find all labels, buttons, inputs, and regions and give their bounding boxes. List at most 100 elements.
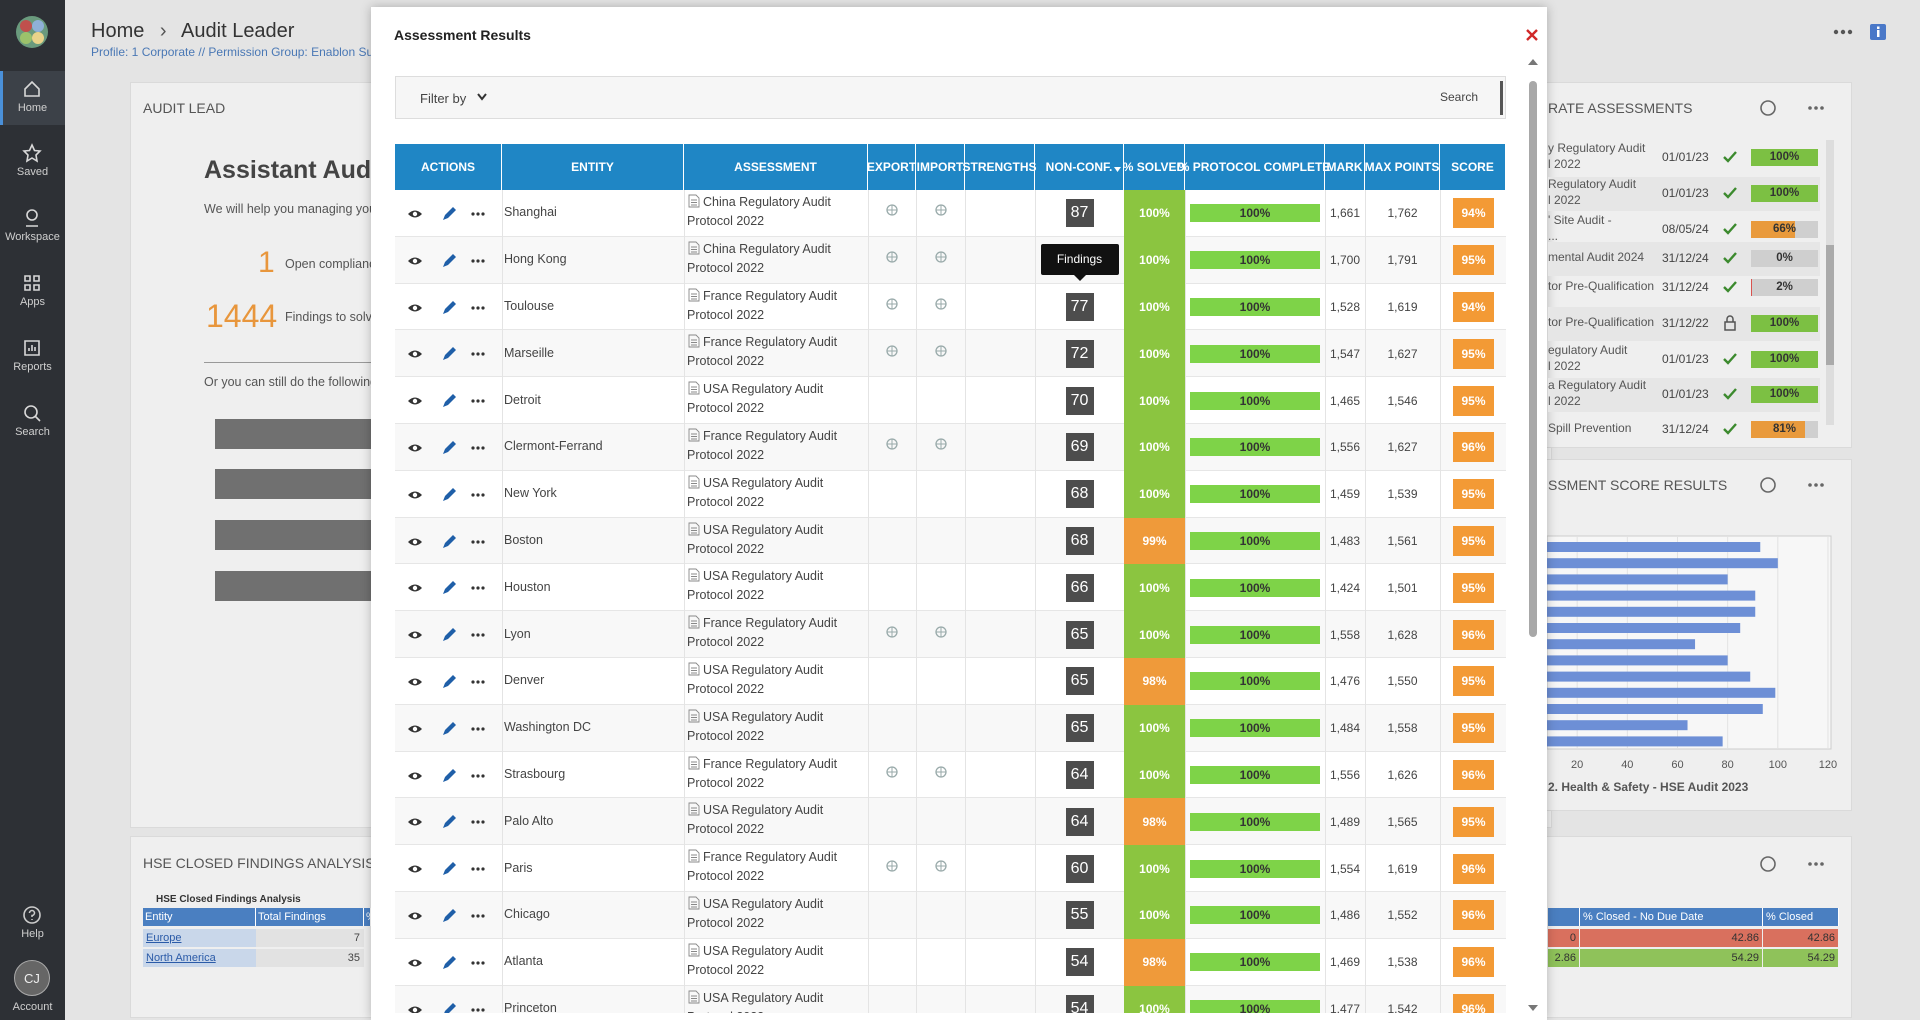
edit-icon[interactable] [443,207,456,220]
more-icon[interactable] [481,212,485,216]
more-icon[interactable] [476,633,480,637]
assessment[interactable]: France Regulatory Audit [703,850,838,865]
entity[interactable]: Toulouse [504,298,555,313]
more-icon[interactable] [476,820,480,824]
assessment-name[interactable]: y Regulatory Audit [1548,141,1646,155]
more-icon[interactable] [481,867,485,871]
more-icon[interactable] [476,1007,480,1012]
more-icon[interactable] [481,352,485,356]
assessment[interactable]: USA Regulatory Audit [703,803,824,818]
profile[interactable]: Profile: 1 Corporate // Permission Group… [91,45,380,59]
more-icon[interactable] [481,961,485,965]
column-header[interactable]: MAX POINTS [1365,144,1440,190]
view-icon[interactable] [412,913,418,919]
assessment-name[interactable]: Regulatory Audit [1548,177,1637,191]
help-icon[interactable] [22,905,42,925]
view-icon[interactable] [412,445,418,451]
more-icon[interactable] [471,633,475,637]
assessment[interactable]: Protocol 2022 [687,1010,764,1013]
view-icon[interactable] [412,586,418,591]
column-header[interactable]: STRENGTHS [963,144,1037,190]
column-header[interactable]: NON-CONF. [1035,144,1124,190]
export-icon[interactable] [885,251,899,263]
assessment-name[interactable]: l 2022 [1548,157,1581,171]
more-icon[interactable] [471,399,475,403]
more-icon[interactable] [471,259,475,263]
assessment[interactable]: USA Regulatory Audit [703,990,824,1005]
more-icon[interactable] [481,493,485,497]
row-actions[interactable] [407,580,493,596]
view-icon[interactable] [412,305,418,310]
entity[interactable]: Princeton [504,1000,557,1013]
export-icon[interactable] [885,625,899,638]
action-button[interactable] [215,571,375,601]
row-actions[interactable] [407,206,493,222]
view-icon[interactable] [412,258,418,263]
row-actions[interactable] [407,721,493,737]
export-icon[interactable] [885,298,899,310]
assessment[interactable]: Protocol 2022 [687,494,765,509]
more-icon[interactable] [481,586,485,590]
more-icon[interactable] [476,914,480,918]
assessment-name[interactable]: ' Site Audit - [1548,213,1612,227]
assessment[interactable]: Protocol 2022 [687,541,765,556]
nonconf-badge[interactable]: 68 [1065,526,1094,555]
more-icon[interactable] [476,539,480,544]
view-icon[interactable] [412,679,418,685]
nonconf-badge[interactable]: 69 [1065,433,1094,462]
scroll-thumb[interactable] [1529,81,1537,637]
more-icon[interactable] [476,352,480,356]
assessment-name[interactable]: mental Audit 2024 [1548,250,1645,264]
entity[interactable]: Marseille [504,345,555,360]
column-header[interactable]: % SOLVED [1123,144,1185,190]
edit-icon[interactable] [443,815,456,829]
row-actions[interactable] [407,487,493,503]
assessment[interactable]: Protocol 2022 [687,354,765,369]
entity[interactable]: Lyon [504,626,531,641]
assessment[interactable]: China Regulatory Audit [703,241,831,256]
entity[interactable]: Detroit [504,392,541,407]
column-header[interactable]: ENTITY [502,144,684,190]
nav-label[interactable]: Saved [16,166,49,178]
close-button[interactable] [1525,28,1539,42]
import-icon[interactable] [934,204,948,217]
assessment-name[interactable]: l 2022 [1548,359,1581,373]
export-icon[interactable] [885,345,899,357]
edit-icon[interactable] [443,581,456,595]
nonconf-badge[interactable]: 64 [1065,807,1094,836]
nav-label[interactable]: Apps [19,296,46,308]
nonconf-badge[interactable]: 54 [1065,948,1094,977]
assessment[interactable]: Protocol 2022 [687,822,765,837]
entity[interactable]: Shanghai [504,205,557,220]
nav-label[interactable]: Search [15,426,50,438]
edit-icon[interactable] [443,675,456,688]
nonconf-badge[interactable]: 77 [1065,292,1094,321]
nav-label[interactable]: Workspace [5,231,60,243]
scroll-thumb[interactable] [1826,245,1834,365]
more-icon[interactable] [481,727,485,731]
view-icon[interactable] [412,773,418,778]
nav-icon[interactable] [22,338,42,358]
search-button[interactable]: Search [1440,90,1479,104]
assessment[interactable]: Protocol 2022 [687,260,765,275]
row-actions[interactable] [407,440,493,456]
assessment[interactable]: USA Regulatory Audit [703,475,824,490]
more-icon[interactable] [481,773,485,778]
assessment-name[interactable]: egulatory Audit [1548,343,1628,357]
view-icon[interactable] [412,211,418,217]
assessment[interactable]: France Regulatory Audit [703,756,838,771]
view-icon[interactable] [412,726,418,731]
assessment-name[interactable]: l 2022 [1548,193,1581,207]
assessment[interactable]: France Regulatory Audit [703,288,838,303]
entity-link[interactable]: North America [143,949,256,967]
assessment[interactable]: Protocol 2022 [687,682,765,696]
export-icon[interactable] [885,438,899,451]
row-actions[interactable] [407,814,493,830]
more-icon[interactable] [471,212,475,216]
more-icon[interactable] [481,1007,485,1012]
avatar[interactable]: CJ [14,960,50,996]
panel-tools[interactable] [1755,96,1825,120]
more-icon[interactable] [471,493,475,497]
more-icon[interactable] [481,305,485,310]
view-icon[interactable] [412,539,418,544]
